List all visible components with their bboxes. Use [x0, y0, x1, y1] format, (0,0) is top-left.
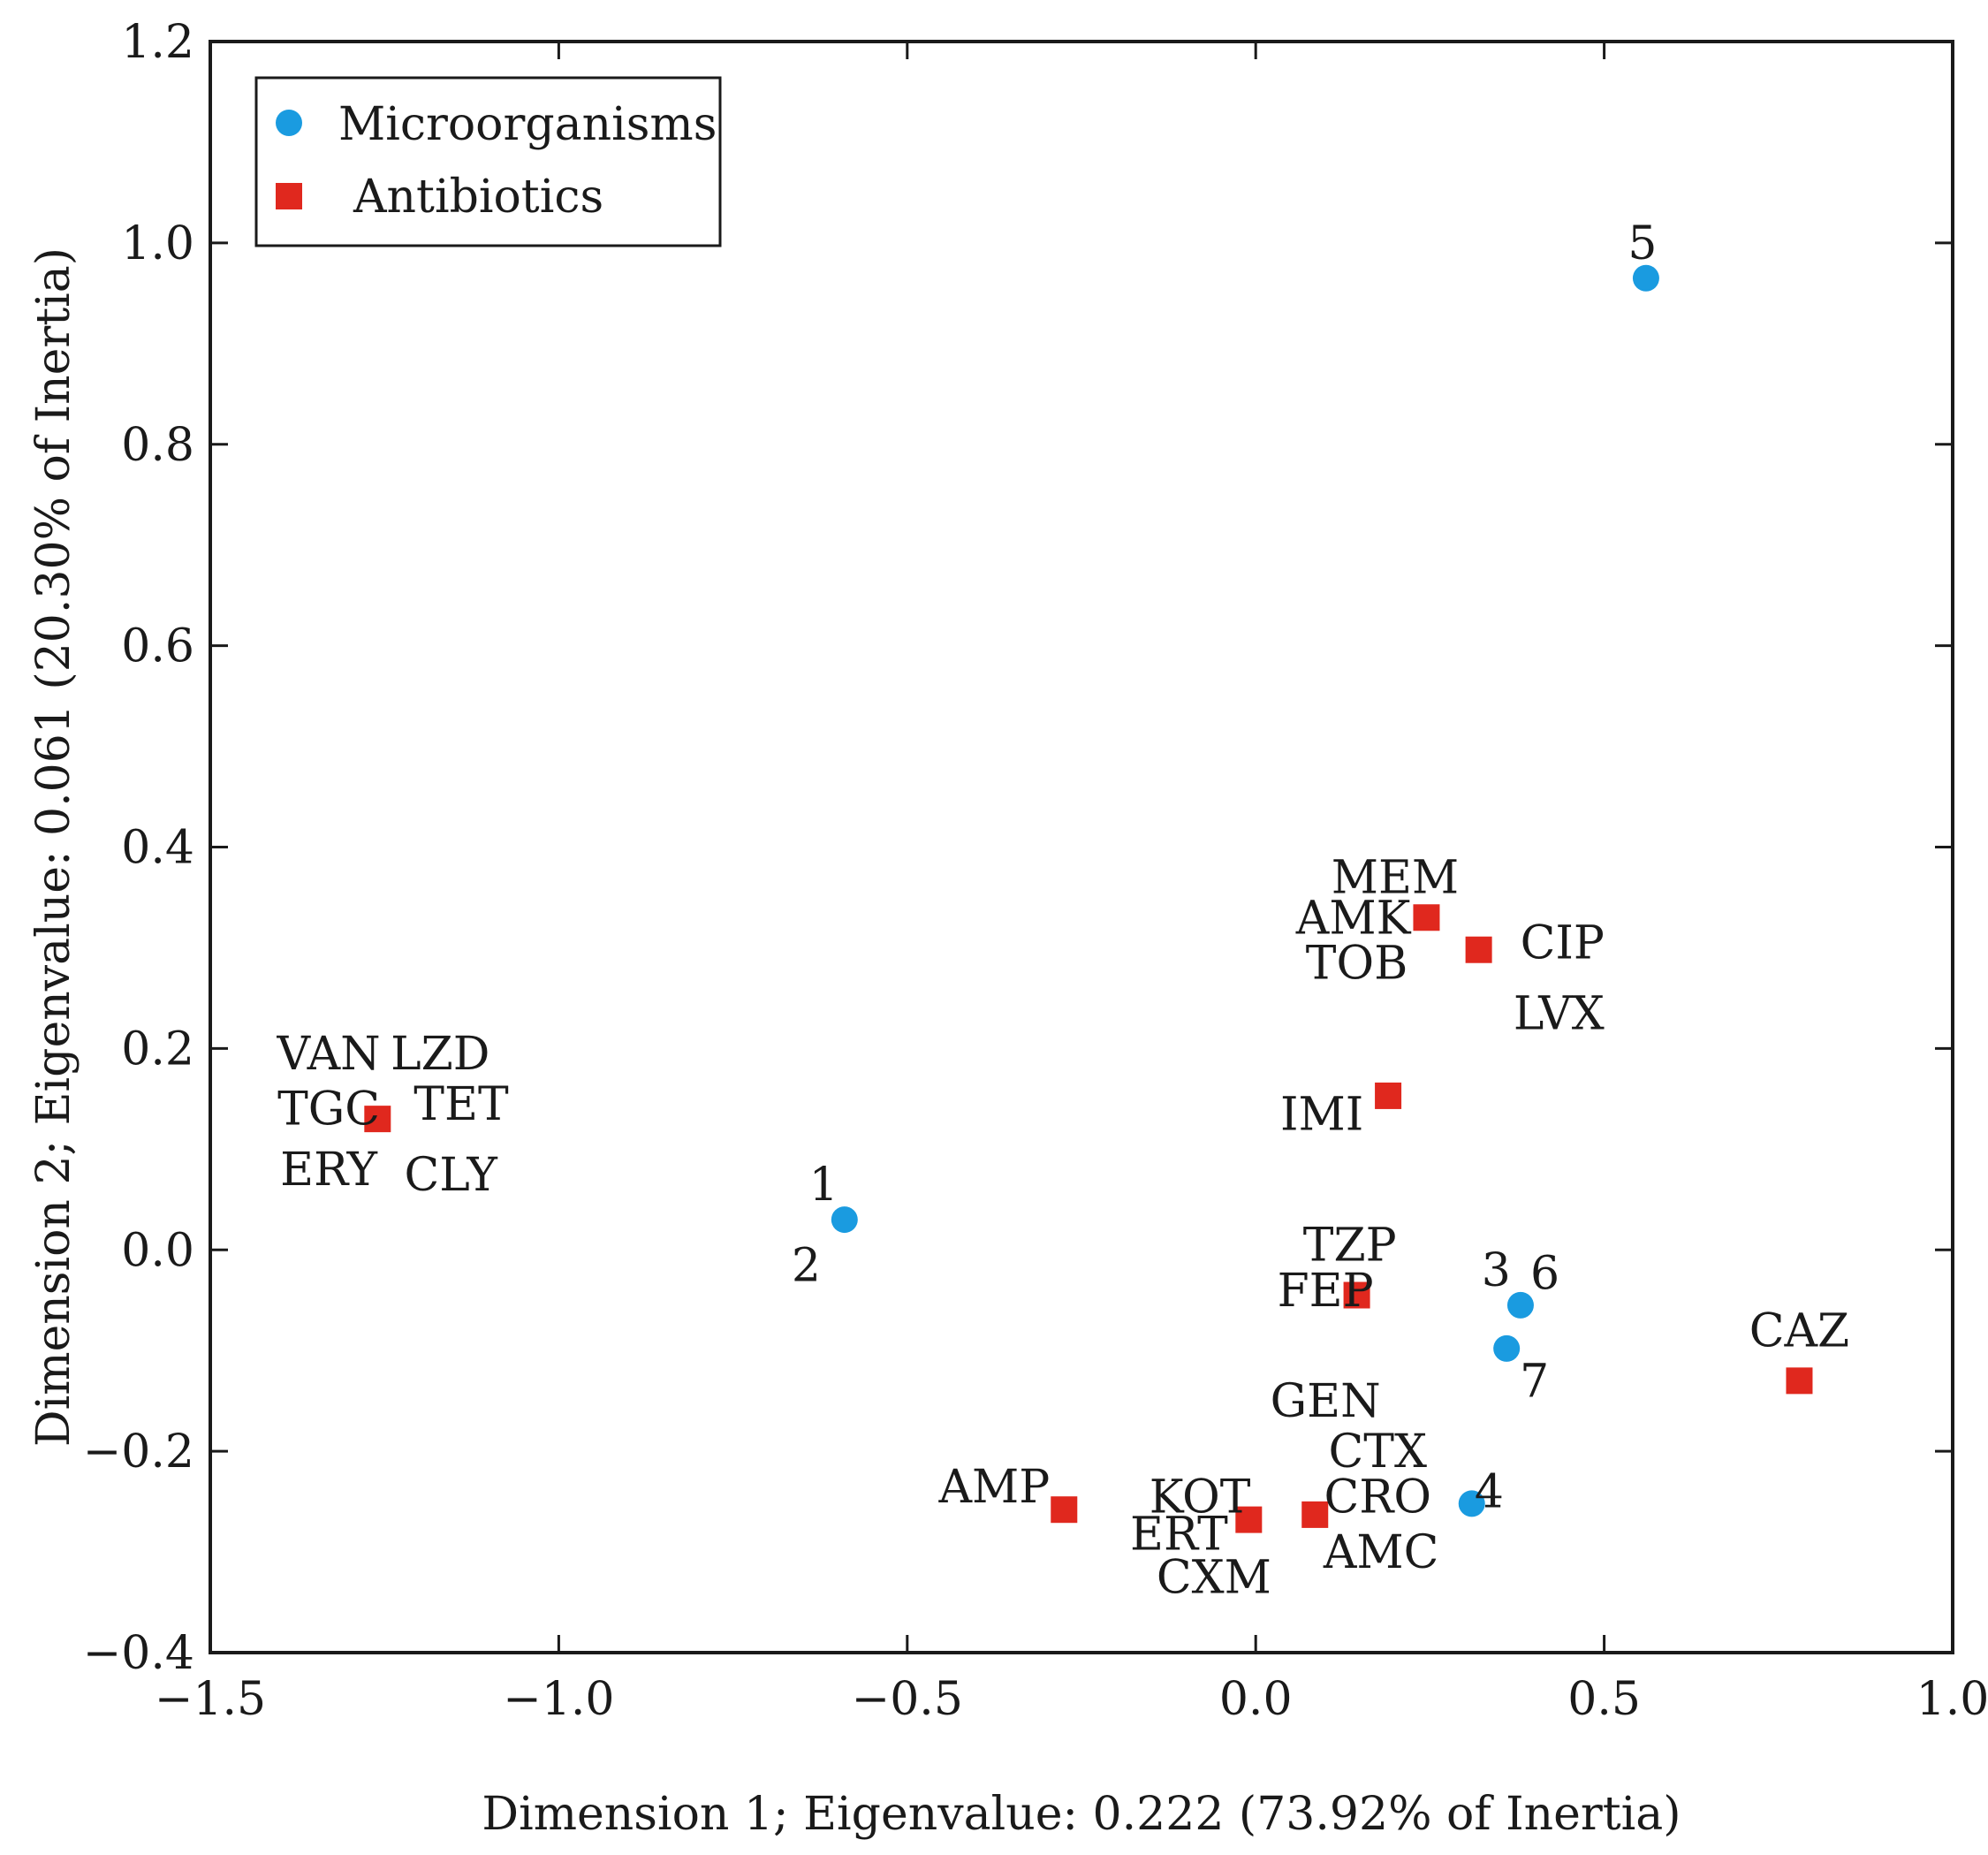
- legend-label-antibiotics: Antibiotics: [353, 171, 603, 224]
- point-label: AMP: [938, 1461, 1051, 1514]
- point-label: IMI: [1280, 1088, 1363, 1141]
- point-label: 7: [1520, 1355, 1549, 1408]
- antibiotic-point: [1465, 936, 1492, 963]
- data-marks: [364, 264, 1813, 1533]
- point-label: CRO: [1324, 1471, 1431, 1524]
- antibiotic-point: [1375, 1082, 1402, 1109]
- antibiotic-point: [1343, 1281, 1370, 1309]
- y-axis-label: Dimension 2; Eigenvalue: 0.061 (20.30% o…: [27, 247, 80, 1447]
- point-label: CXM: [1157, 1552, 1271, 1605]
- legend-label-microorganisms: Microorganisms: [338, 98, 717, 151]
- microorganism-point: [831, 1206, 858, 1234]
- y-tick-label: 0.4: [121, 822, 194, 875]
- plot-frame: [209, 40, 1954, 1654]
- antibiotic-point: [1786, 1367, 1813, 1395]
- point-label: 3: [1482, 1244, 1511, 1297]
- y-tick-label: 0.2: [121, 1023, 194, 1076]
- point-label: CTX: [1328, 1425, 1427, 1479]
- point-label: ERT: [1130, 1509, 1228, 1562]
- point-label: 4: [1475, 1466, 1504, 1519]
- microorganism-point: [1506, 1291, 1534, 1319]
- y-tick-label: −0.4: [83, 1627, 194, 1680]
- microorganism-point: [1632, 264, 1659, 292]
- microorganism-point: [1493, 1334, 1521, 1362]
- antibiotic-point: [1235, 1506, 1263, 1533]
- point-label: LZD: [391, 1028, 489, 1081]
- point-label: GEN: [1271, 1375, 1381, 1428]
- legend-box: [254, 76, 722, 247]
- x-tick-label: −1.5: [155, 1673, 266, 1726]
- y-tick-label: 0.8: [121, 419, 194, 472]
- microorganism-point: [1458, 1490, 1485, 1517]
- x-axis-label: Dimension 1; Eigenvalue: 0.222 (73.92% o…: [482, 1788, 1681, 1841]
- x-tick-label: 0.5: [1567, 1673, 1641, 1726]
- y-tick-label: 1.2: [121, 16, 194, 69]
- point-label: AMK: [1295, 892, 1412, 945]
- point-label: TGC: [277, 1083, 380, 1137]
- point-label: TOB: [1306, 938, 1408, 991]
- point-label: TET: [414, 1078, 509, 1131]
- point-label: VAN: [277, 1028, 381, 1081]
- point-label: FEP: [1278, 1265, 1374, 1318]
- x-tick-label: 0.0: [1219, 1673, 1293, 1726]
- point-label: 1: [809, 1159, 838, 1212]
- point-label: LVX: [1514, 987, 1605, 1040]
- antibiotic-point: [1301, 1501, 1329, 1528]
- x-tick-label: −1.0: [503, 1673, 614, 1726]
- x-tick-label: −0.5: [852, 1673, 963, 1726]
- point-label: ERY: [280, 1144, 378, 1197]
- point-label: KOT: [1150, 1471, 1251, 1524]
- y-tick-label: −0.2: [83, 1425, 194, 1479]
- point-label: MEM: [1332, 852, 1459, 905]
- point-label: CAZ: [1749, 1304, 1849, 1357]
- point-label: CLY: [404, 1149, 497, 1202]
- y-tick-label: 0.0: [121, 1224, 194, 1277]
- y-tick-label: 1.0: [121, 217, 194, 270]
- point-label: AMC: [1323, 1526, 1439, 1579]
- point-label: 6: [1530, 1247, 1559, 1300]
- antibiotic-point: [1051, 1496, 1078, 1524]
- point-label: 2: [792, 1239, 821, 1292]
- point-label: CIP: [1521, 917, 1605, 970]
- point-label: TZP: [1303, 1220, 1397, 1273]
- axis-ticks: −1.5 −1.0 −0.5 0.0 0.5 1.0 −0.4 −0.2 0.0 0.2 0.4 0.…: [83, 16, 1988, 1726]
- antibiotic-point: [364, 1106, 391, 1133]
- antibiotic-point: [1413, 904, 1440, 931]
- y-tick-label: 0.6: [121, 620, 194, 673]
- legend-marker-microorganisms: [276, 110, 302, 136]
- legend: Microorganisms Antibiotics: [254, 76, 722, 247]
- point-label: 5: [1628, 217, 1657, 270]
- x-tick-label: 1.0: [1916, 1673, 1988, 1726]
- legend-marker-antibiotics: [276, 183, 302, 209]
